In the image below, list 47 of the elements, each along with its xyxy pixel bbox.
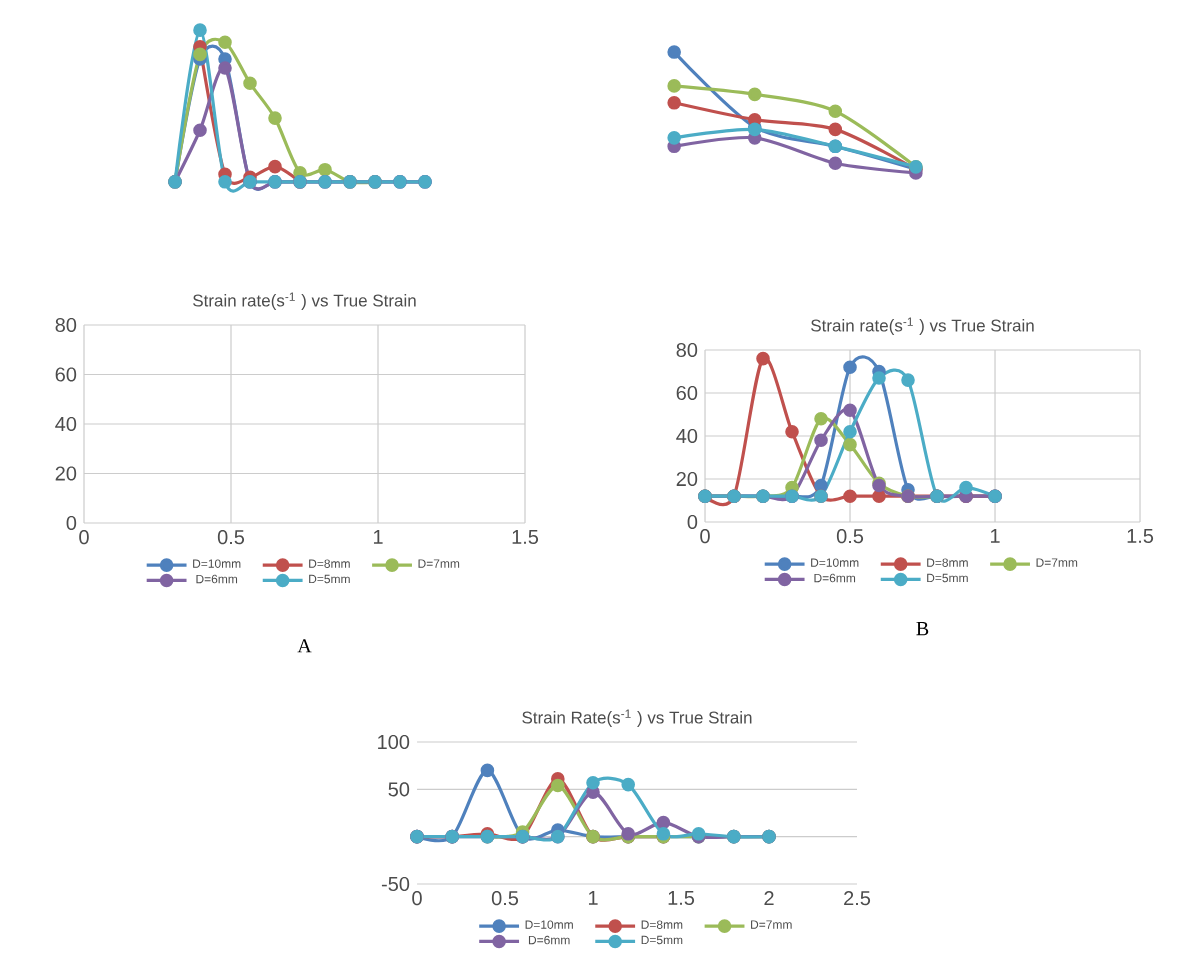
x-tick-label: 1 (373, 530, 383, 544)
legend-label: D=8mm (641, 920, 683, 929)
y-tick-label: 60 (55, 367, 77, 382)
y-tick-label: 0 (687, 514, 698, 530)
y-tick-label: 100 (378, 734, 410, 750)
y-tick-label: 20 (55, 466, 77, 481)
legend-label: D=6mm (196, 574, 238, 584)
legend-label: D=10mm (811, 558, 859, 567)
legend-label: D=8mm (927, 558, 968, 567)
y-tick-label: 60 (676, 385, 698, 401)
x-tick-label: 1.5 (1127, 529, 1154, 544)
x-tick-label: 0 (79, 530, 89, 545)
y-tick-label: 0 (66, 515, 77, 531)
legend-label: D=5mm (641, 935, 683, 945)
legend-label: D=6mm (814, 573, 856, 583)
y-tick-label: 40 (55, 416, 77, 432)
legend-label: D=10mm (525, 920, 573, 929)
y-tick-label: 80 (676, 342, 698, 358)
legend-label: D=8mm (309, 559, 350, 568)
x-tick-label: 1.5 (512, 530, 539, 545)
x-tick-label: 0 (412, 891, 422, 906)
x-tick-label: 0.5 (836, 529, 864, 544)
text: A (297, 639, 312, 653)
legend-label: D=5mm (927, 573, 968, 583)
x-tick-label: 1 (990, 529, 1000, 543)
y-tick-label: -50 (381, 876, 410, 892)
x-tick-label: 2 (764, 891, 774, 906)
y-tick-label: 20 (676, 471, 698, 487)
x-tick-label: 1.5 (668, 891, 695, 906)
x-tick-label: 0.5 (217, 530, 245, 545)
y-tick-label: 80 (55, 317, 77, 333)
legend-label: D=5mm (309, 574, 350, 584)
chart-title: Strain rate(s$^{-1}$ ) vs True Strain (811, 317, 1034, 335)
legend-label: D=10mm (193, 559, 241, 568)
x-tick-label: 0 (700, 529, 710, 544)
text: B (916, 622, 929, 636)
y-tick-label: 40 (676, 428, 698, 444)
legend-label: D=7mm (418, 559, 460, 568)
legend-label: D=7mm (751, 920, 792, 929)
chart-title: Strain Rate(s$^{-1}$ ) vs True Strain (522, 709, 752, 727)
x-tick-label: 1 (588, 891, 598, 905)
x-tick-label: 2.5 (844, 891, 871, 906)
legend-label: D=6mm (528, 935, 570, 945)
y-tick-label: 50 (388, 782, 410, 797)
x-tick-label: 0.5 (491, 891, 519, 906)
legend-label: D=7mm (1036, 558, 1078, 567)
chart-title: Strain rate(s$^{-1}$ ) vs True Strain (193, 292, 416, 310)
